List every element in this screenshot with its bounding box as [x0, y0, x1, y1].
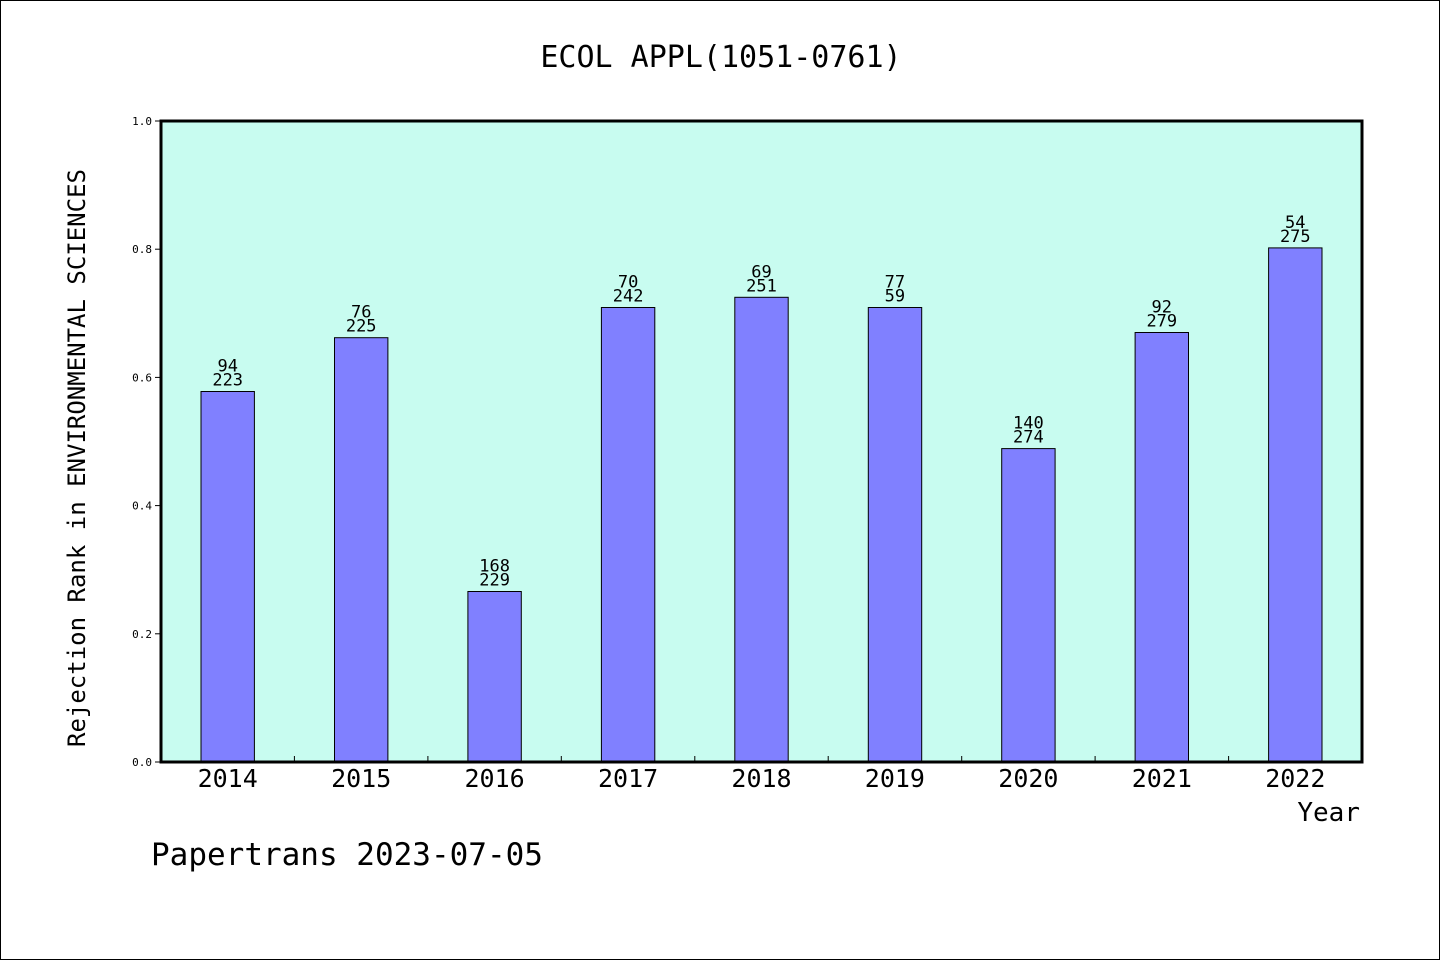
y-axis: 0.0 0.2 0.4 0.6 0.8 1.0 — [132, 115, 161, 769]
bar-rank-label: 94 — [217, 357, 237, 377]
y-tick-label: 0.4 — [132, 500, 152, 513]
bar-2019 — [867, 307, 923, 763]
plot-frame — [159, 119, 1364, 764]
bar-total-label: 242 — [613, 287, 644, 307]
bar-2015 — [334, 337, 389, 763]
bar-rank-label: 140 — [1013, 414, 1044, 434]
bar-rank-label: 77 — [885, 273, 905, 293]
bar-rank-label: 70 — [618, 273, 638, 293]
y-tick-label: 1.0 — [132, 115, 152, 128]
x-tick-label: 2014 — [198, 764, 258, 793]
chart-title: ECOL APPL(1051-0761) — [540, 40, 901, 75]
bar-rank-label: 69 — [751, 262, 771, 282]
y-tick-label: 0.8 — [132, 243, 152, 256]
x-tick-label: 2015 — [331, 764, 391, 793]
bar-2022 — [1268, 247, 1323, 763]
footer-text: Papertrans 2023-07-05 — [151, 837, 543, 873]
bar-total-label: 274 — [1013, 428, 1044, 448]
bar-total-label: 251 — [746, 276, 777, 296]
bar-rank-label: 54 — [1285, 213, 1305, 233]
bar-2016 — [467, 591, 522, 763]
x-tick-label: 2022 — [1265, 764, 1325, 793]
bar-rank-label: 76 — [351, 303, 371, 323]
bar-2014 — [200, 391, 255, 763]
x-tick-label: 2018 — [731, 764, 791, 793]
x-axis-label: Year — [1297, 798, 1360, 828]
y-tick-label: 0.2 — [132, 628, 152, 641]
y-tick-label: 0.0 — [132, 756, 152, 769]
bar-2021 — [1134, 332, 1189, 763]
bar-2017 — [600, 307, 656, 763]
bar-rank-label: 168 — [479, 557, 510, 577]
bar-total-label: 275 — [1280, 227, 1311, 247]
bar-total-label: 229 — [479, 571, 510, 591]
x-tick-label: 2019 — [865, 764, 925, 793]
x-tick-label: 2021 — [1132, 764, 1192, 793]
bar-2018 — [734, 296, 789, 763]
x-tick-label: 2020 — [998, 764, 1058, 793]
y-axis-label: Rejection Rank in ENVIRONMENTAL SCIENCES — [63, 169, 91, 747]
bar-2020 — [1001, 448, 1056, 763]
bar-total-label: 225 — [346, 317, 377, 337]
bar-total-label: 279 — [1146, 312, 1177, 332]
bar-total-label: 59 — [885, 287, 905, 307]
x-tick-label: 2017 — [598, 764, 658, 793]
y-tick-label: 0.6 — [132, 371, 152, 384]
bar-total-label: 223 — [212, 371, 243, 391]
x-axis: 2014 2015 2016 2017 2018 2019 2020 2021 2022 — [198, 756, 1325, 793]
bars-group — [200, 247, 1323, 763]
bar-rank-label: 92 — [1152, 298, 1172, 318]
x-tick-label: 2016 — [464, 764, 524, 793]
